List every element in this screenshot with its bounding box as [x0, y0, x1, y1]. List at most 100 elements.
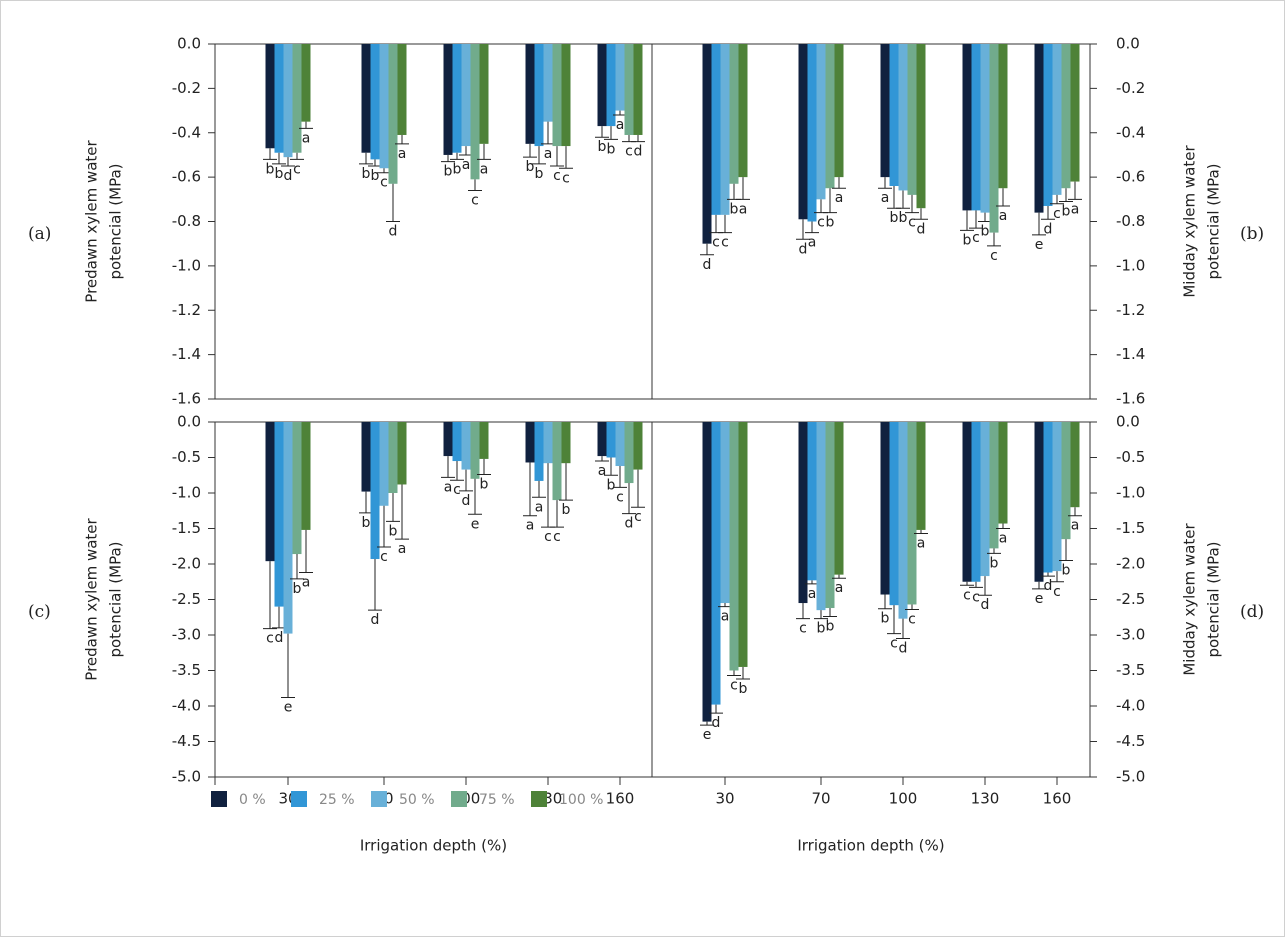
error-bar: [450, 461, 464, 481]
error-bar: [622, 483, 636, 515]
bar: [543, 44, 553, 122]
y-tick-label: 0.0: [177, 413, 201, 431]
bar: [624, 422, 634, 484]
letter: c: [266, 631, 274, 647]
letter: b: [826, 619, 835, 635]
x-tick-label: 100: [889, 790, 918, 808]
error-bar: [532, 146, 546, 165]
bar: [470, 422, 480, 479]
error-bar: [960, 581, 974, 586]
letter: b: [1062, 562, 1071, 578]
error-bar: [1050, 194, 1064, 205]
letter: d: [389, 224, 398, 240]
error-bar: [996, 523, 1010, 529]
letter: e: [284, 699, 293, 715]
bar: [525, 44, 535, 144]
letter: c: [553, 529, 561, 545]
bar: [452, 422, 462, 462]
letter: a: [835, 190, 844, 206]
bar: [816, 44, 826, 200]
bar: [624, 44, 634, 135]
legend-label: 50 %: [399, 792, 435, 808]
bar: [898, 422, 908, 619]
error-bar: [727, 670, 741, 676]
letter: a: [1071, 518, 1080, 534]
bar: [998, 422, 1008, 524]
y-tick-label: 0.0: [177, 35, 201, 53]
letter: c: [963, 587, 971, 603]
letter: d: [799, 241, 808, 257]
y-tick-label: -4.5: [172, 732, 201, 750]
letter: c: [293, 161, 301, 177]
letter: a: [1071, 201, 1080, 217]
letter: d: [1044, 578, 1053, 594]
y-axis-label: Midday xylem water: [1181, 145, 1199, 298]
bar: [738, 422, 748, 667]
error-bar: [263, 148, 277, 160]
y-tick-label: -0.4: [172, 123, 201, 141]
y-tick-label: -3.5: [1116, 661, 1145, 679]
letter: b: [389, 523, 398, 539]
letter: b: [562, 502, 571, 518]
error-bar: [969, 210, 983, 229]
error-bar: [914, 529, 928, 534]
bar: [880, 422, 890, 595]
letter: a: [535, 499, 544, 515]
x-axis-label: Irrigation depth (%): [360, 837, 507, 855]
y-tick-label: -0.5: [1116, 448, 1145, 466]
letter: d: [712, 715, 721, 731]
letter: d: [462, 493, 471, 509]
y-tick-label: -3.0: [172, 626, 201, 644]
error-bar: [468, 478, 482, 515]
bar: [889, 422, 899, 606]
y-tick-label: -1.0: [172, 484, 201, 502]
error-bar: [450, 152, 464, 160]
error-bar: [468, 179, 482, 191]
bar: [834, 422, 844, 575]
bar: [561, 422, 571, 464]
letter: b: [817, 621, 826, 637]
letter: c: [1053, 584, 1061, 600]
letter: a: [808, 586, 817, 602]
error-bar: [996, 188, 1010, 207]
y-tick-label: -0.2: [1116, 79, 1145, 97]
x-tick-label: 160: [1043, 790, 1072, 808]
bar: [443, 44, 453, 155]
letter: c: [453, 482, 461, 498]
y-tick-label: -4.5: [1116, 732, 1145, 750]
bar: [825, 422, 835, 609]
y-tick-label: -2.0: [1116, 555, 1145, 573]
error-bar: [441, 456, 455, 478]
bar: [962, 44, 972, 211]
y-tick-label: -3.5: [172, 661, 201, 679]
letter: b: [444, 164, 453, 180]
letter: b: [1062, 204, 1071, 220]
bar: [1052, 422, 1062, 572]
error-bar: [477, 143, 491, 160]
letter: b: [293, 581, 302, 597]
letter: a: [999, 531, 1008, 547]
letter: c: [1053, 206, 1061, 222]
y-axis-label: potencial (MPa): [1205, 163, 1223, 279]
letter: b: [275, 166, 284, 182]
letter: a: [544, 146, 553, 162]
bar: [479, 422, 489, 459]
letter: c: [380, 549, 388, 565]
y-axis-label: potencial (MPa): [1205, 541, 1223, 657]
x-axis-label: Irrigation depth (%): [797, 837, 944, 855]
error-bar: [700, 721, 714, 726]
y-tick-label: 0.0: [1116, 413, 1140, 431]
error-bar: [459, 469, 473, 492]
bar: [816, 422, 826, 611]
bar: [729, 44, 739, 184]
error-bar: [796, 219, 810, 240]
letter: e: [1035, 591, 1044, 607]
bar: [534, 422, 544, 481]
y-tick-label: -4.0: [172, 697, 201, 715]
error-bar: [290, 554, 304, 580]
letter: a: [480, 161, 489, 177]
y-tick-label: -1.0: [1116, 484, 1145, 502]
legend-label: 25 %: [319, 792, 355, 808]
letter: b: [371, 168, 380, 184]
legend-label: 75 %: [479, 792, 515, 808]
